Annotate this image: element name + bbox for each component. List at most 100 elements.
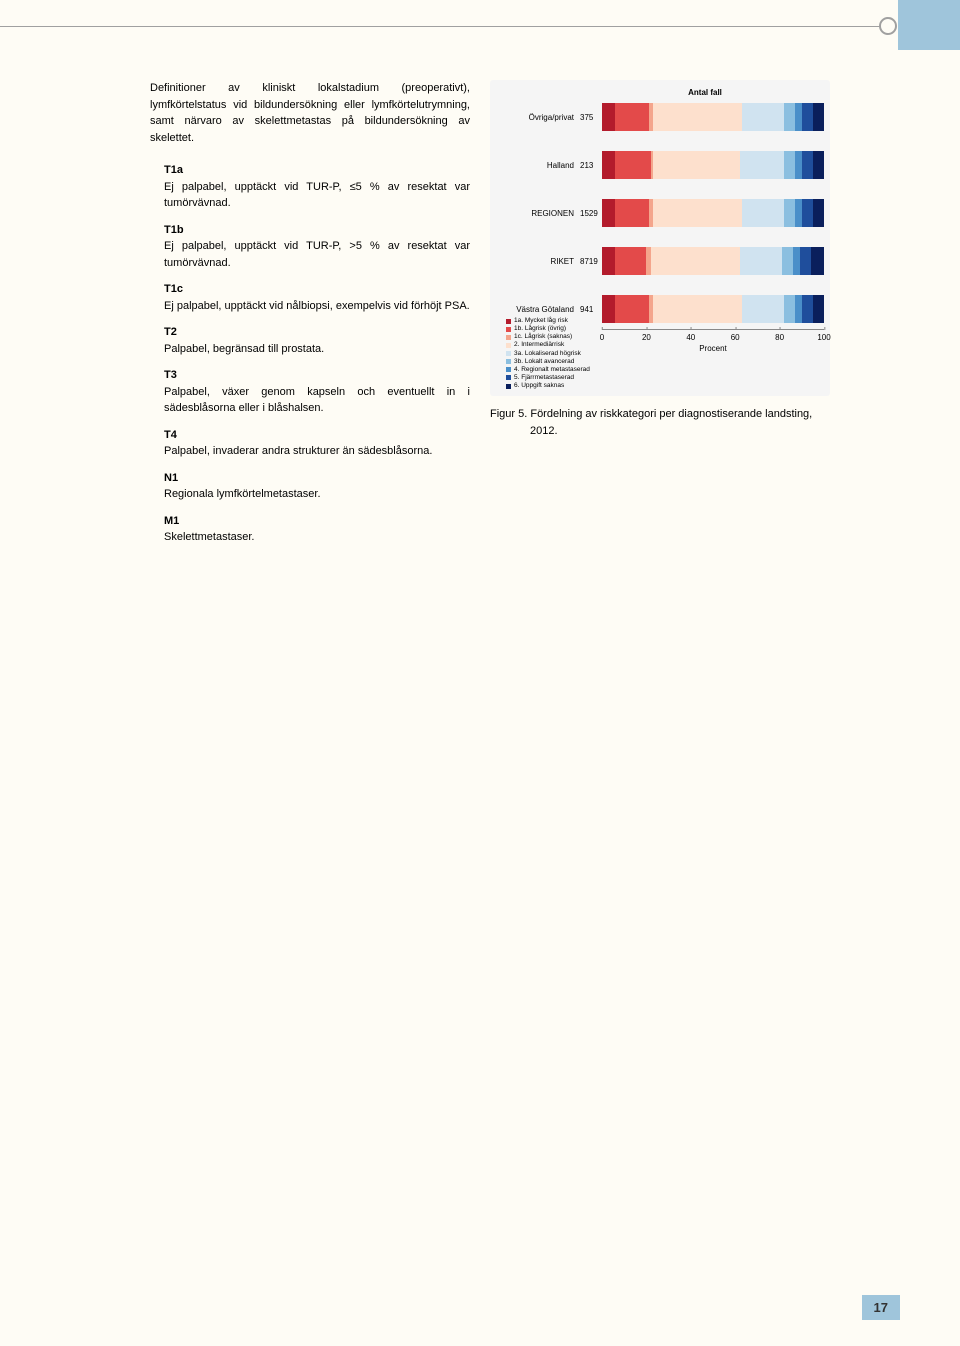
legend-label: 4. Regionalt metastaserad [514,366,590,374]
bar-segment [740,151,784,179]
bar-segment [782,247,793,275]
bar-segment [795,199,802,227]
figure-caption: Figur 5. Fördelning av riskkategori per … [490,406,830,439]
stacked-bar [602,103,824,131]
bar-segment [615,199,648,227]
bar-segment [784,295,795,323]
row-label: Västra Götaland [496,305,578,314]
legend-label: 1a. Mycket låg risk [514,317,568,325]
left-column: Definitioner av kliniskt lokalstadium (p… [150,80,470,556]
bar-segment [602,199,615,227]
bar-segment [653,151,740,179]
legend-label: 5. Fjärrmetastaserad [514,374,574,382]
x-tick: 80 [775,333,784,342]
bar-segment [784,103,795,131]
header-accent [898,0,960,50]
definition-t4: T4Palpabel, invaderar andra strukturer ä… [150,427,470,460]
bar-segment [813,295,824,323]
bar-segment [653,199,742,227]
definition-code: T2 [164,324,470,341]
legend-label: 1c. Lågrisk (saknas) [514,333,572,341]
row-label: Övriga/privat [496,113,578,122]
bar-segment [602,151,615,179]
bar-segment [615,151,651,179]
bar-segment [651,247,740,275]
x-tick: 0 [600,333,604,342]
definition-code: T1b [164,222,470,239]
row-count: 941 [578,305,602,314]
row-label: REGIONEN [496,209,578,218]
legend-label: 2. Intermediärrisk [514,341,564,349]
definition-code: T1a [164,162,470,179]
row-count: 1529 [578,209,602,218]
legend-swatch-icon [506,335,511,340]
chart-row: Övriga/privat375 [496,103,824,131]
x-tick: 100 [817,333,830,342]
stacked-bar [602,151,824,179]
bar-segment [813,151,824,179]
definition-text: Regionala lymfkörtelmetastaser. [164,488,321,500]
chart-legend: 1a. Mycket låg risk1b. Lågrisk (övrig)1c… [506,317,626,390]
row-label: Halland [496,161,578,170]
legend-label: 3b. Lokalt avancerad [514,358,574,366]
stacked-bar [602,295,824,323]
chart-row: RIKET8719 [496,247,824,275]
bar-segment [602,103,615,131]
bar-segment [784,151,795,179]
bar-segment [795,151,802,179]
bar-segment [802,199,813,227]
definition-text: Palpabel, växer genom kapseln och eventu… [164,386,470,415]
definition-text: Ej palpabel, upptäckt vid nålbiopsi, exe… [164,300,470,312]
row-count: 213 [578,161,602,170]
legend-swatch-icon [506,367,511,372]
definition-text: Ej palpabel, upptäckt vid TUR-P, >5 % av… [164,240,470,269]
bar-segment [653,103,742,131]
chart-x-axis: Procent 020406080100 [602,329,824,351]
bar-segment [811,247,824,275]
bar-segment [653,295,742,323]
page-number: 17 [862,1295,900,1320]
bar-segment [742,295,784,323]
bar-segment [615,247,646,275]
bar-segment [602,247,615,275]
bar-segment [740,247,782,275]
definition-code: T3 [164,367,470,384]
legend-swatch-icon [506,375,511,380]
definition-text: Skelettmetastaser. [164,531,255,543]
definition-text: Palpabel, invaderar andra strukturer än … [164,445,432,457]
bar-segment [742,103,784,131]
x-axis-label: Procent [699,344,727,353]
definition-t1a: T1a Ej palpabel, upptäckt vid TUR-P, ≤5 %… [150,162,470,212]
legend-swatch-icon [506,359,511,364]
row-count: 8719 [578,257,602,266]
x-tick: 20 [642,333,651,342]
definition-code: M1 [164,513,470,530]
header-dot-icon [879,17,897,35]
legend-swatch-icon [506,327,511,332]
row-label: RIKET [496,257,578,266]
chart-count-header: Antal fall [586,88,824,97]
bar-segment [802,151,813,179]
x-tick: 40 [686,333,695,342]
bar-segment [795,103,802,131]
definition-text: Ej palpabel, upptäckt vid TUR-P, ≤5 % av… [164,181,470,210]
header-rule [0,26,890,27]
legend-label: 3a. Lokaliserad högrisk [514,350,581,358]
page-content: Definitioner av kliniskt lokalstadium (p… [150,80,830,556]
x-tick: 60 [731,333,740,342]
chart-row: REGIONEN1529 [496,199,824,227]
legend-item: 4. Regionalt metastaserad [506,366,626,374]
row-count: 375 [578,113,602,122]
bar-segment [800,247,811,275]
bar-segment [795,295,802,323]
bar-segment [602,295,615,323]
definition-m1: M1Skelettmetastaser. [150,513,470,546]
definition-t3: T3 Palpabel, växer genom kapseln och even… [150,367,470,417]
chart-row: Halland213 [496,151,824,179]
bar-segment [802,103,813,131]
bar-segment [793,247,800,275]
definition-t1c: T1c Ej palpabel, upptäckt vid nålbiopsi, … [150,281,470,314]
definition-code: T1c [164,281,470,298]
definition-t1b: T1bEj palpabel, upptäckt vid TUR-P, >5 %… [150,222,470,272]
bar-segment [615,295,648,323]
